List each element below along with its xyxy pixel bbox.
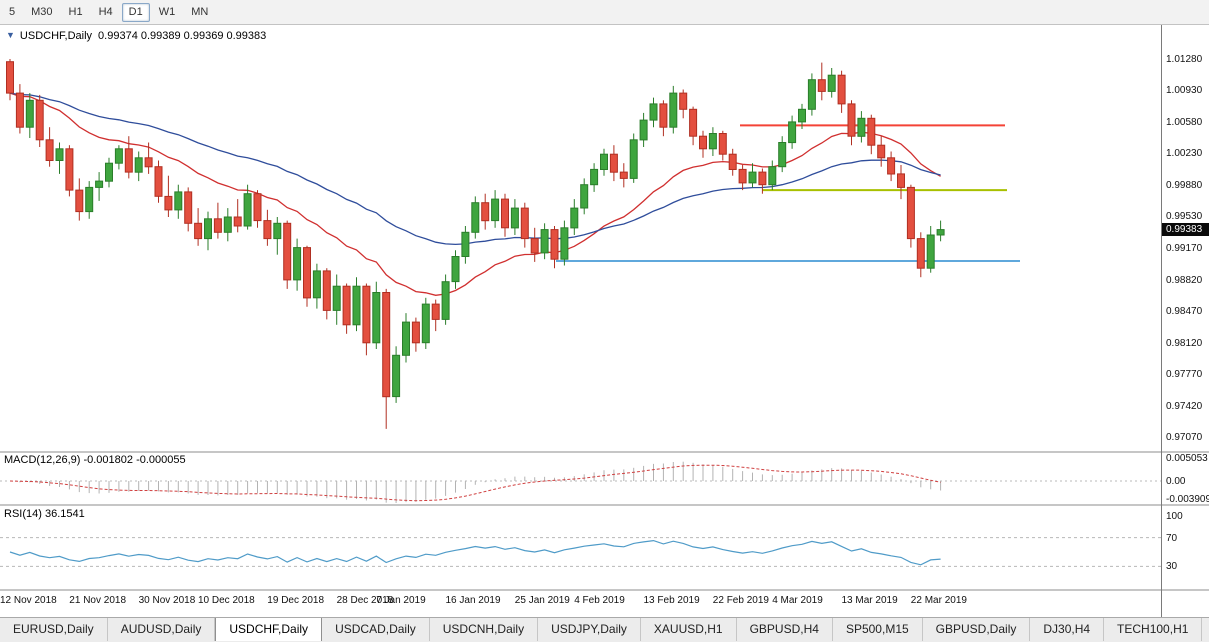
macd-layer: [0, 461, 1161, 503]
date-axis-label: 10 Dec 2018: [198, 595, 255, 606]
date-axis-label: 13 Feb 2019: [643, 595, 700, 606]
rsi-scale-label: 70: [1166, 532, 1178, 544]
price-scale-label: 1.00930: [1166, 85, 1203, 97]
price-scale-label: 0.99880: [1166, 179, 1203, 191]
panel-separators: [0, 451, 1209, 591]
candles-layer: [6, 59, 945, 429]
timeframe-toolbar: 5 M30 H1 H4 D1 W1 MN: [0, 0, 1209, 25]
timeframe-button-w1[interactable]: W1: [158, 5, 176, 18]
macd-scale-label: 0.00: [1166, 476, 1186, 487]
date-axis-label: 16 Jan 2019: [445, 595, 501, 606]
tab-gbpusd-daily[interactable]: GBPUSD,Daily: [923, 618, 1031, 641]
price-scale[interactable]: 0.99383 1.01280 1.00930 1.00580 1.00230 0.99…: [1161, 25, 1209, 617]
price-scale-label: 1.00230: [1166, 148, 1203, 160]
tab-usdchf-daily[interactable]: USDCHF,Daily: [215, 618, 323, 641]
price-scale-label: 0.99530: [1166, 211, 1203, 223]
tab-xauusd-h1[interactable]: XAUUSD,H1: [641, 618, 737, 641]
macd-scale-label: -0.003909: [1166, 493, 1209, 505]
date-axis-label: 7 Jan 2019: [376, 595, 426, 606]
tab-audusd-daily[interactable]: AUDUSD,Daily: [108, 618, 216, 641]
tab-usdcnh-daily[interactable]: USDCNH,Daily: [430, 618, 539, 641]
macd-signal-line: [9, 464, 941, 502]
chart-dropdown-icon[interactable]: ▼: [6, 30, 15, 40]
chart-title: ▼ USDCHF,Daily 0.99374 0.99389 0.99369 0.9…: [6, 30, 266, 42]
price-scale-label: 0.97420: [1166, 400, 1203, 412]
timeframe-button-d1[interactable]: D1: [121, 2, 150, 22]
timeframe-button-h1[interactable]: H1: [68, 5, 83, 18]
price-scale-label: 0.98470: [1166, 306, 1203, 318]
date-axis-label: 25 Jan 2019: [514, 595, 570, 606]
price-scale-label: 1.01280: [1166, 54, 1203, 65]
timeframe-button-mn[interactable]: MN: [191, 5, 209, 18]
price-scale-label: 1.00580: [1166, 116, 1203, 128]
timeframe-button-m30[interactable]: M30: [31, 5, 53, 18]
rsi-line: [9, 539, 941, 566]
price-scale-label: 0.98820: [1166, 274, 1203, 286]
tab-gbpusd-h4[interactable]: GBPUSD,H4: [737, 618, 833, 641]
price-scale-label: 0.98120: [1166, 337, 1203, 349]
rsi-layer: [0, 537, 1161, 567]
chart-canvas[interactable]: [0, 25, 1209, 617]
tab-eurusd-daily[interactable]: EURUSD,Daily: [0, 618, 108, 641]
timeframe-button-h4[interactable]: H4: [98, 5, 113, 18]
timeframe-button-5[interactable]: 5: [9, 5, 16, 18]
macd-scale-label: 0.005053: [1166, 453, 1208, 464]
symbol-tabbar: EURUSD,Daily AUDUSD,Daily USDCHF,Daily USDC…: [0, 617, 1209, 642]
chart-symbol-label: USDCHF,Daily: [19, 30, 93, 42]
ma-fast-line: [9, 92, 941, 296]
rsi-scale-label: 30: [1166, 561, 1178, 573]
date-axis-label: 30 Nov 2018: [138, 595, 196, 606]
date-axis-label: 22 Mar 2019: [910, 595, 967, 606]
tab-tech100-h1[interactable]: TECH100,H1: [1104, 618, 1203, 641]
price-scale-label: 0.99170: [1166, 243, 1203, 255]
macd-panel-title: MACD(12,26,9) -0.001802 -0.000055: [4, 454, 186, 466]
date-axis-label: 4 Feb 2019: [574, 595, 625, 606]
tab-sp500-m15[interactable]: SP500,M15: [833, 618, 923, 641]
trendlines-layer: [556, 124, 1020, 262]
tab-dj30-h4[interactable]: DJ30,H4: [1030, 618, 1105, 641]
rsi-panel-title: RSI(14) 36.1541: [4, 508, 85, 520]
tab-usdcad-daily[interactable]: USDCAD,Daily: [322, 618, 430, 641]
date-axis-label: 22 Feb 2019: [712, 595, 769, 606]
chart-ohlc-values: 0.99374 0.99389 0.99369 0.99383: [98, 30, 267, 42]
date-axis-label: 19 Dec 2018: [267, 595, 325, 606]
ma-slow-line: [9, 92, 941, 246]
rsi-scale-label: 100: [1166, 511, 1183, 522]
tab-usdjpy-daily[interactable]: USDJPY,Daily: [538, 618, 641, 641]
date-axis-label: 12 Nov 2018: [0, 595, 57, 606]
date-axis-label: 21 Nov 2018: [69, 595, 127, 606]
date-axis-label: 4 Mar 2019: [772, 595, 823, 606]
date-axis-label: 28 Dec 2018: [336, 595, 394, 606]
chart-region: ▼ USDCHF,Daily 0.99374 0.99389 0.99369 0.9…: [0, 25, 1209, 617]
price-scale-label: 0.97770: [1166, 369, 1203, 381]
moving-averages-layer: [9, 92, 941, 296]
date-axis-label: 13 Mar 2019: [841, 595, 898, 606]
tab-u[interactable]: U: [1202, 618, 1209, 641]
price-scale-label: 0.97070: [1166, 432, 1203, 444]
current-price-badge: 0.99383: [1162, 223, 1209, 237]
